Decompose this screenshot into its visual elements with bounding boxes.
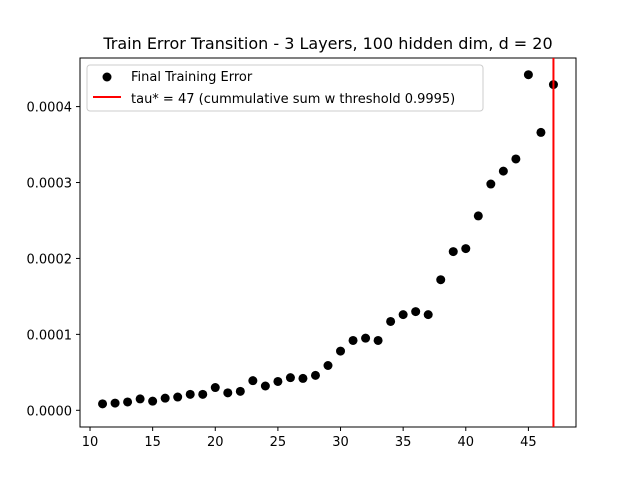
x-tick-label: 10 (82, 435, 99, 450)
chart-title: Train Error Transition - 3 Layers, 100 h… (102, 34, 552, 53)
data-point (123, 397, 133, 407)
data-layer (98, 58, 558, 427)
y-tick-label: 0.0000 (27, 404, 73, 419)
x-tick-label: 25 (270, 435, 287, 450)
data-point (235, 386, 245, 396)
data-point (198, 389, 208, 399)
legend-label-final-training-error: Final Training Error (131, 70, 253, 85)
data-point (173, 392, 183, 402)
data-point (423, 310, 433, 320)
data-point (273, 376, 283, 386)
data-point (160, 393, 170, 403)
axes-frame (79, 57, 577, 428)
x-tick-label: 30 (332, 435, 349, 450)
data-point (523, 70, 533, 80)
data-point (298, 373, 308, 383)
data-point (185, 389, 195, 399)
data-point (210, 383, 220, 393)
data-point (110, 398, 120, 408)
x-tick-label: 35 (395, 435, 412, 450)
x-axis: 10 15 20 25 30 35 40 45 (82, 427, 537, 450)
data-point (373, 335, 383, 345)
data-point (223, 388, 233, 398)
data-point (436, 275, 446, 285)
data-point (148, 396, 158, 406)
data-point (98, 399, 108, 409)
y-axis: 0.0000 0.0001 0.0002 0.0003 0.0004 (27, 101, 80, 419)
legend: Final Training Error tau* = 47 (cummulat… (86, 64, 484, 112)
x-tick-label: 40 (458, 435, 475, 450)
x-tick-label: 20 (207, 435, 224, 450)
legend-marker-final-training-error (102, 72, 112, 82)
y-tick-label: 0.0004 (27, 101, 73, 116)
data-point (511, 154, 521, 164)
data-point (448, 247, 458, 257)
data-point (248, 376, 258, 386)
data-point (361, 333, 371, 343)
data-point (536, 127, 546, 137)
data-point (135, 394, 145, 404)
data-point (260, 381, 270, 391)
legend-label-tau-line: tau* = 47 (cummulative sum w threshold 0… (131, 92, 455, 107)
data-point (411, 307, 421, 317)
y-tick-label: 0.0001 (27, 328, 73, 343)
x-tick-label: 15 (144, 435, 161, 450)
data-point (461, 244, 471, 254)
plot-area (79, 57, 577, 428)
data-point (473, 211, 483, 221)
data-point (323, 361, 333, 370)
data-point (348, 335, 358, 345)
data-point (310, 370, 320, 380)
data-point (336, 346, 346, 356)
legend-box (86, 64, 484, 112)
data-point (498, 166, 508, 176)
y-tick-label: 0.0002 (27, 252, 73, 267)
data-point (285, 373, 295, 383)
y-tick-label: 0.0003 (27, 177, 73, 192)
x-tick-label: 45 (520, 435, 537, 450)
data-point (398, 310, 408, 320)
data-point (386, 316, 396, 326)
data-point (486, 179, 496, 189)
